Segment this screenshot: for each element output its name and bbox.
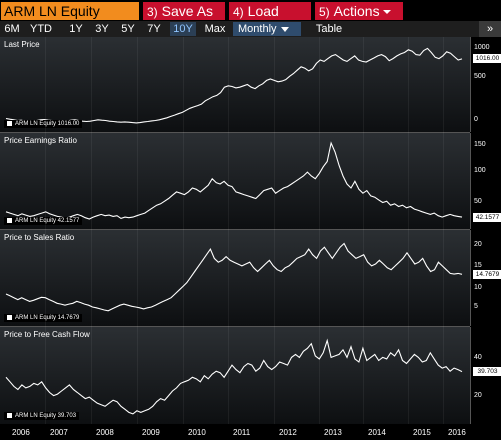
range-tab-6m[interactable]: 6M (4, 23, 20, 35)
year-gridline (443, 37, 444, 424)
range-toolbar: 6M YTD 1Y 3Y 5Y 7Y 10Y Max Monthly Table… (0, 21, 501, 37)
x-tick-label: 2015 (413, 428, 431, 437)
frequency-value: Monthly (238, 23, 277, 35)
load-button[interactable]: 4) Load (229, 2, 311, 20)
year-gridline (363, 37, 364, 424)
year-gridline (45, 37, 46, 424)
x-tick-label: 2011 (233, 428, 251, 437)
actions-button[interactable]: 5) Actions (315, 2, 403, 20)
legend-swatch (7, 218, 12, 223)
range-tab-3y[interactable]: 3Y (95, 23, 109, 35)
x-tick-label: 2007 (50, 428, 68, 437)
y-tick-label: 15 (474, 261, 482, 269)
chart-title: Price to Sales Ratio (4, 233, 75, 242)
legend-label: ARM LN Equity 39.703 (15, 413, 77, 420)
legend-label: ARM LN Equity 14.7679 (15, 315, 80, 322)
chevron-down-icon (382, 10, 391, 15)
chart-panel[interactable]: Price to Sales Ratio ARM LN Equity 14.767… (0, 230, 470, 327)
y-tick-label: 20 (474, 391, 482, 399)
legend-swatch (7, 413, 12, 418)
range-tab-10y[interactable]: 10Y (170, 22, 196, 36)
year-gridline (91, 37, 92, 424)
y-tick-label: 100 (474, 167, 486, 175)
dropdown-arrow-icon (280, 26, 289, 32)
year-gridline (137, 37, 138, 424)
table-button[interactable]: Table (315, 23, 343, 35)
legend-swatch (7, 121, 12, 126)
chart-title: Price Earnings Ratio (4, 136, 77, 145)
x-tick-label: 2009 (142, 428, 160, 437)
y-tick-label: 500 (474, 72, 486, 80)
frequency-dropdown[interactable]: Monthly (233, 22, 301, 36)
y-tick-label: 10 (474, 283, 482, 291)
y-tick-label: 50 (474, 198, 482, 206)
y-tick-label: 150 (474, 140, 486, 148)
x-axis-years: 2006 2007 2008 2009 2010 2011 2012 2013 2014 2015… (0, 424, 501, 440)
x-tick-label: 2006 (12, 428, 30, 437)
last-value-label: 42.1577 (473, 212, 501, 222)
last-value-label: 1016.00 (473, 54, 501, 64)
chart-legend: ARM LN Equity 42.1577 (4, 217, 83, 226)
range-tab-5y[interactable]: 5Y (121, 23, 135, 35)
chart-panel[interactable]: Price Earnings Ratio ARM LN Equity 42.157… (0, 133, 470, 230)
x-tick-label: 2014 (368, 428, 386, 437)
chart-plot (5, 338, 463, 415)
chart-panel[interactable]: Price to Free Cash Flow ARM LN Equity 39.… (0, 327, 470, 425)
chart-panel[interactable]: Last Price ARM LN Equity 1016.00 (0, 37, 470, 133)
top-toolbar: ARM LN Equity 3) Save As 4) Load 5) Actions (0, 0, 501, 21)
year-gridline (319, 37, 320, 424)
x-tick-label: 2008 (96, 428, 114, 437)
chart-plot (5, 47, 463, 124)
series-line (5, 47, 463, 124)
chart-legend: ARM LN Equity 1016.00 (4, 120, 83, 129)
y-axis: 1000 500 0 1016.00 (470, 37, 501, 132)
range-tab-max[interactable]: Max (204, 23, 226, 35)
year-gridline (228, 37, 229, 424)
x-tick-label: 2016 (448, 428, 466, 437)
y-tick-label: 40 (474, 354, 482, 362)
y-tick-label: 0 (474, 115, 478, 123)
last-value-label: 14.7679 (473, 269, 501, 279)
year-gridline (183, 37, 184, 424)
chart-plot (5, 242, 463, 312)
more-options-button[interactable]: » (479, 21, 501, 37)
chart-title: Last Price (4, 40, 40, 49)
x-tick-label: 2010 (188, 428, 206, 437)
chart-legend: ARM LN Equity 14.7679 (4, 314, 83, 323)
x-tick-label: 2012 (279, 428, 297, 437)
ticker-field[interactable]: ARM LN Equity (1, 2, 139, 20)
y-axis: 40 20 39.703 (470, 327, 501, 424)
last-value-label: 39.703 (473, 367, 501, 377)
load-shortcut: 4) (233, 5, 244, 19)
save-as-label: Save As (161, 3, 214, 19)
load-label: Load (247, 3, 279, 19)
legend-swatch (7, 315, 12, 320)
y-tick-label: 1000 (474, 44, 490, 52)
save-as-shortcut: 3) (147, 5, 158, 19)
y-axis: 20 15 10 5 14.7679 (470, 230, 501, 326)
range-tab-ytd[interactable]: YTD (30, 23, 52, 35)
series-line (5, 242, 463, 312)
chart-title: Price to Free Cash Flow (4, 330, 90, 339)
chart-plot (5, 141, 463, 220)
y-axis: 150 100 50 42.1577 (470, 133, 501, 229)
series-line (5, 338, 463, 415)
range-tab-7y[interactable]: 7Y (147, 23, 161, 35)
y-tick-label: 20 (474, 241, 482, 249)
year-gridline (408, 37, 409, 424)
legend-label: ARM LN Equity 42.1577 (15, 218, 80, 225)
actions-shortcut: 5) (319, 5, 330, 19)
actions-label: Actions (333, 3, 380, 19)
range-tab-1y[interactable]: 1Y (69, 23, 83, 35)
x-tick-label: 2013 (324, 428, 342, 437)
legend-label: ARM LN Equity 1016.00 (15, 121, 80, 128)
y-tick-label: 5 (474, 302, 478, 310)
chart-legend: ARM LN Equity 39.703 (4, 412, 80, 421)
series-line (5, 141, 463, 220)
save-as-button[interactable]: 3) Save As (143, 2, 225, 20)
year-gridline (274, 37, 275, 424)
